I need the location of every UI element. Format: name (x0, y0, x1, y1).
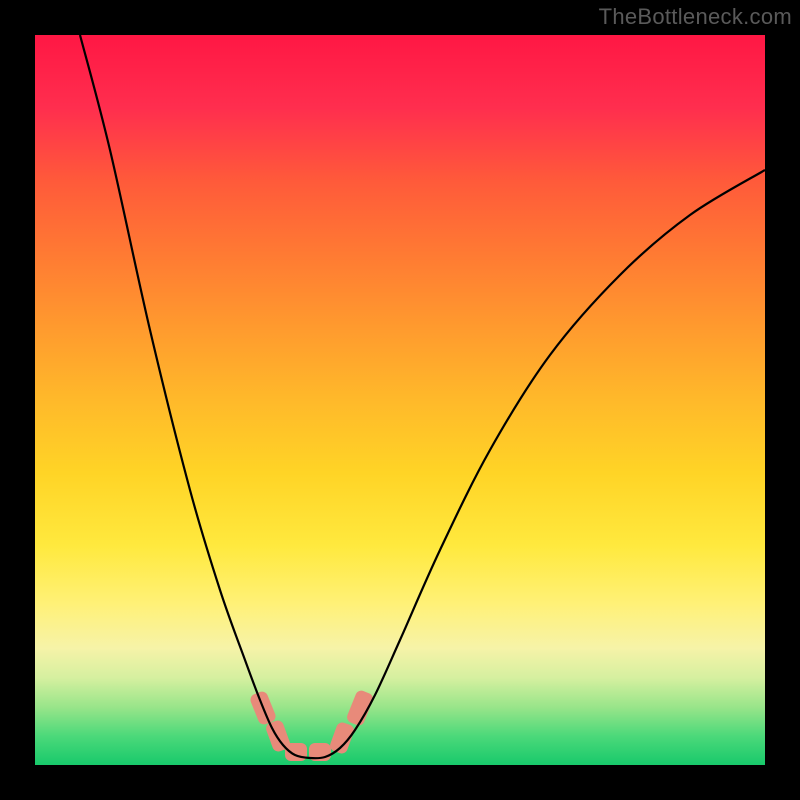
plot-area (35, 35, 765, 765)
curve-layer (35, 35, 765, 765)
bottleneck-curve (80, 35, 765, 758)
curve-marker (328, 721, 355, 755)
marker-group (249, 689, 375, 761)
chart-container: TheBottleneck.com (0, 0, 800, 800)
watermark-text: TheBottleneck.com (599, 4, 792, 30)
